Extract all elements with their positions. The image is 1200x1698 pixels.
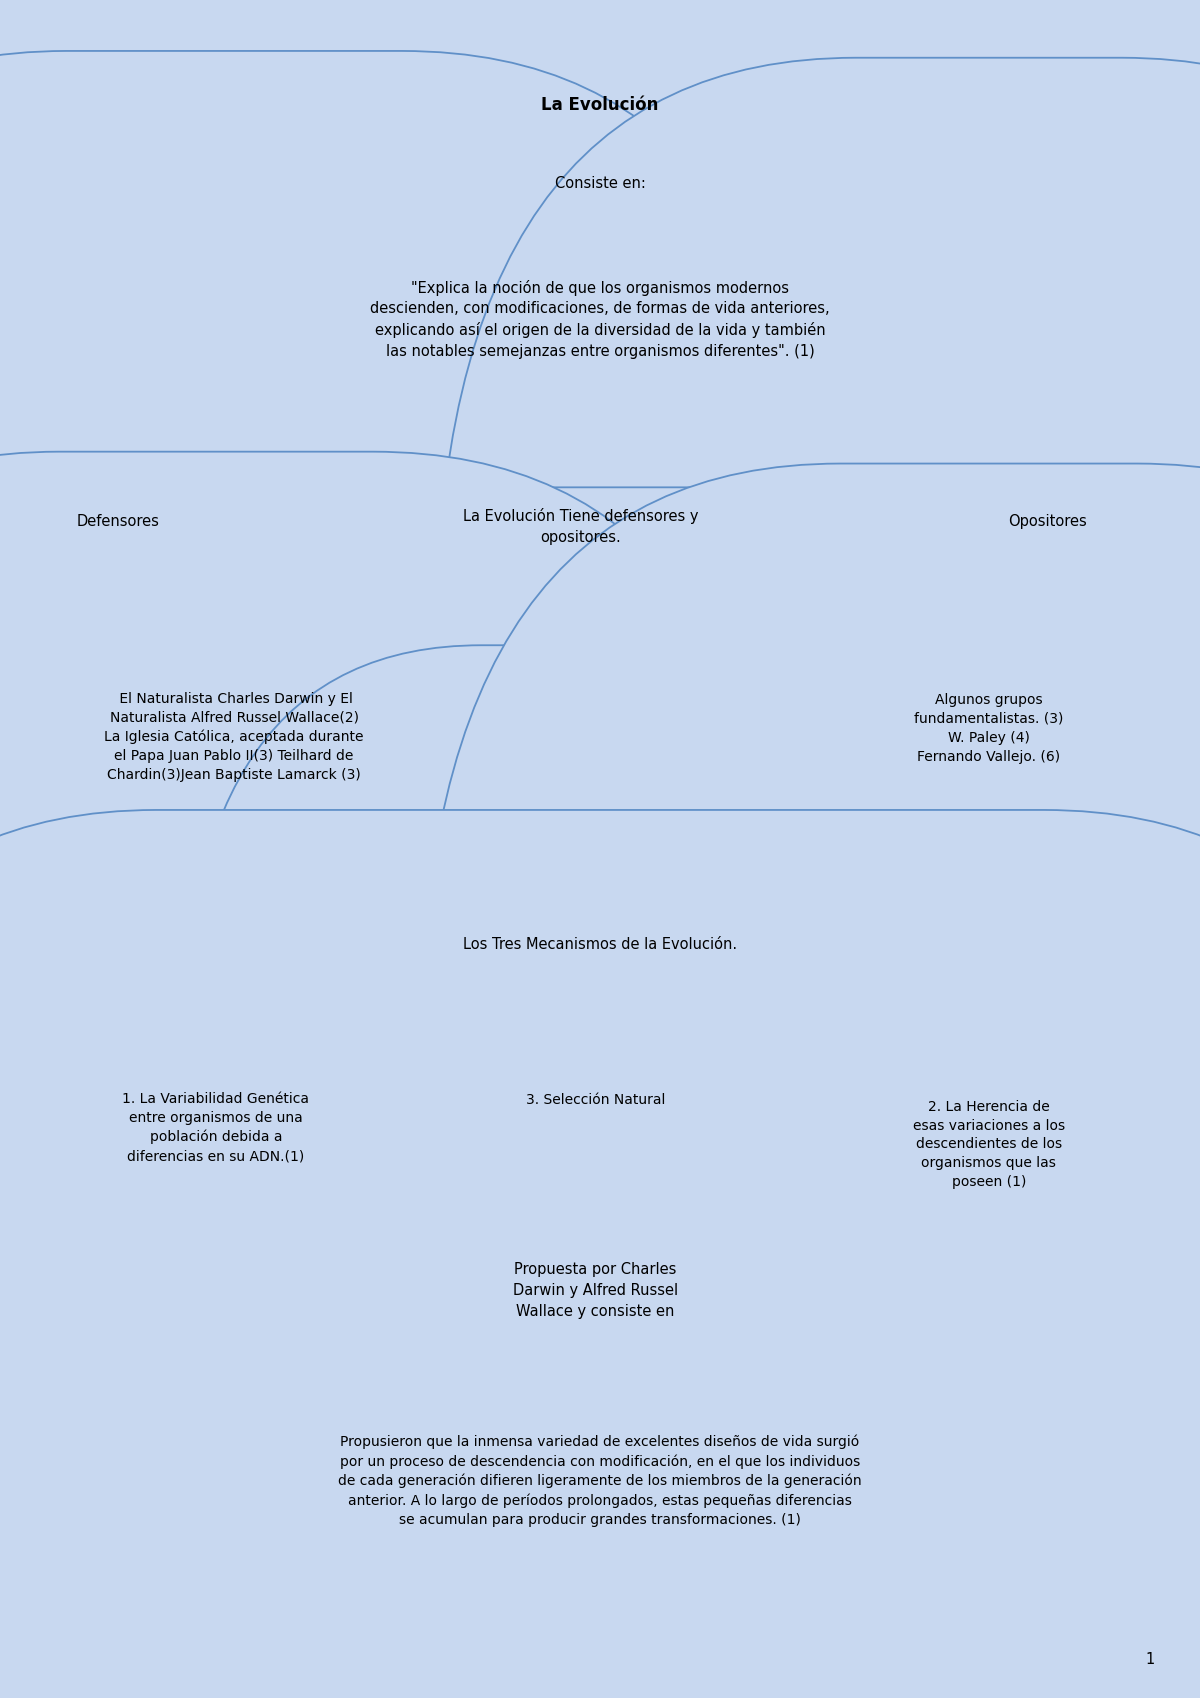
FancyBboxPatch shape [0,70,499,988]
FancyBboxPatch shape [187,654,1015,1564]
Text: Propusieron que la inmensa variedad de excelentes diseños de vida surgió
por un : Propusieron que la inmensa variedad de e… [338,1435,862,1527]
Text: Opositores: Opositores [1008,514,1087,528]
Text: "Explica la noción de que los organismos modernos
descienden, con modificaciones: "Explica la noción de que los organismos… [370,280,830,358]
FancyBboxPatch shape [0,0,1200,995]
FancyBboxPatch shape [0,452,793,1698]
FancyBboxPatch shape [66,487,1134,1401]
Text: El Naturalista Charles Darwin y El
Naturalista Alfred Russel Wallace(2)
La Igles: El Naturalista Charles Darwin y El Natur… [104,691,364,783]
Text: 2. La Herencia de
esas variaciones a los
descendientes de los
organismos que las: 2. La Herencia de esas variaciones a los… [913,1100,1064,1189]
Text: Algunos grupos
fundamentalistas. (3)
W. Paley (4)
Fernando Vallejo. (6): Algunos grupos fundamentalistas. (3) W. … [914,693,1063,764]
Text: Los Tres Mecanismos de la Evolución.: Los Tres Mecanismos de la Evolución. [463,937,737,951]
FancyBboxPatch shape [420,464,1200,1698]
Text: La Evolución: La Evolución [541,97,659,114]
FancyBboxPatch shape [0,810,1200,1698]
FancyBboxPatch shape [425,472,1200,1698]
Text: Defensores: Defensores [76,514,160,528]
FancyBboxPatch shape [436,58,1200,1399]
FancyBboxPatch shape [72,496,1140,1409]
Text: 1. La Variabilidad Genética
entre organismos de una
población debida a
diferenci: 1. La Variabilidad Genética entre organi… [122,1092,310,1163]
Text: Propuesta por Charles
Darwin y Alfred Russel
Wallace y consiste en: Propuesta por Charles Darwin y Alfred Ru… [512,1262,678,1319]
FancyBboxPatch shape [676,70,1200,988]
Text: La Evolución Tiene defensores y
opositores.: La Evolución Tiene defensores y opositor… [463,508,698,545]
FancyBboxPatch shape [671,63,1200,980]
FancyBboxPatch shape [442,66,1200,1406]
FancyBboxPatch shape [0,460,799,1698]
FancyBboxPatch shape [0,59,828,1430]
FancyBboxPatch shape [174,0,1026,564]
FancyBboxPatch shape [180,0,1031,571]
Text: 1: 1 [1145,1652,1154,1667]
Text: 3. Selección Natural: 3. Selección Natural [526,1094,665,1107]
FancyBboxPatch shape [0,63,494,980]
FancyBboxPatch shape [0,818,1200,1698]
FancyBboxPatch shape [0,51,822,1423]
FancyBboxPatch shape [0,0,1200,988]
FancyBboxPatch shape [181,645,1009,1555]
Text: Consiste en:: Consiste en: [554,177,646,190]
